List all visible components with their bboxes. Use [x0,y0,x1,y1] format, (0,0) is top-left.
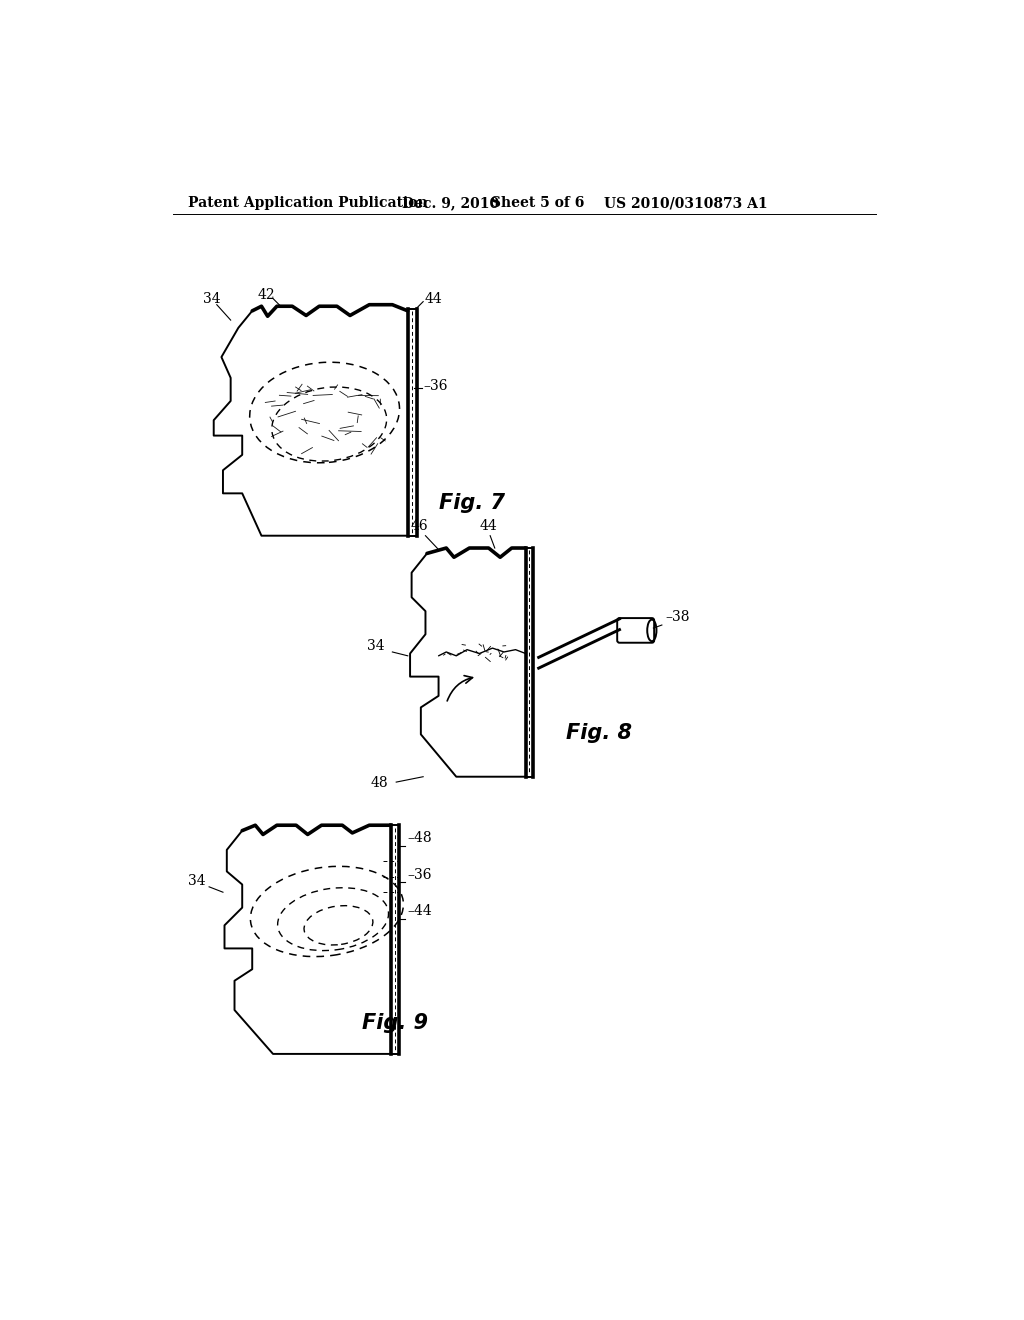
Text: US 2010/0310873 A1: US 2010/0310873 A1 [604,197,768,210]
Text: 42: 42 [257,288,274,302]
Text: 34: 34 [203,292,220,306]
Text: –38: –38 [666,610,690,624]
Text: –48: –48 [408,832,432,845]
Text: Sheet 5 of 6: Sheet 5 of 6 [490,197,585,210]
Text: Fig. 8: Fig. 8 [565,723,632,743]
Text: –36: –36 [423,379,447,392]
FancyBboxPatch shape [617,618,654,643]
Text: 34: 34 [188,874,206,887]
Text: 48: 48 [371,776,388,789]
Text: 44: 44 [479,519,498,533]
Text: –36: –36 [408,869,432,882]
Text: Dec. 9, 2010: Dec. 9, 2010 [402,197,500,210]
Text: Fig. 7: Fig. 7 [438,494,505,513]
Text: Patent Application Publication: Patent Application Publication [188,197,428,210]
Text: –44: –44 [408,904,432,919]
Text: Fig. 9: Fig. 9 [361,1014,428,1034]
Text: 46: 46 [411,519,428,533]
Text: 44: 44 [425,292,442,305]
Text: 34: 34 [367,639,385,652]
